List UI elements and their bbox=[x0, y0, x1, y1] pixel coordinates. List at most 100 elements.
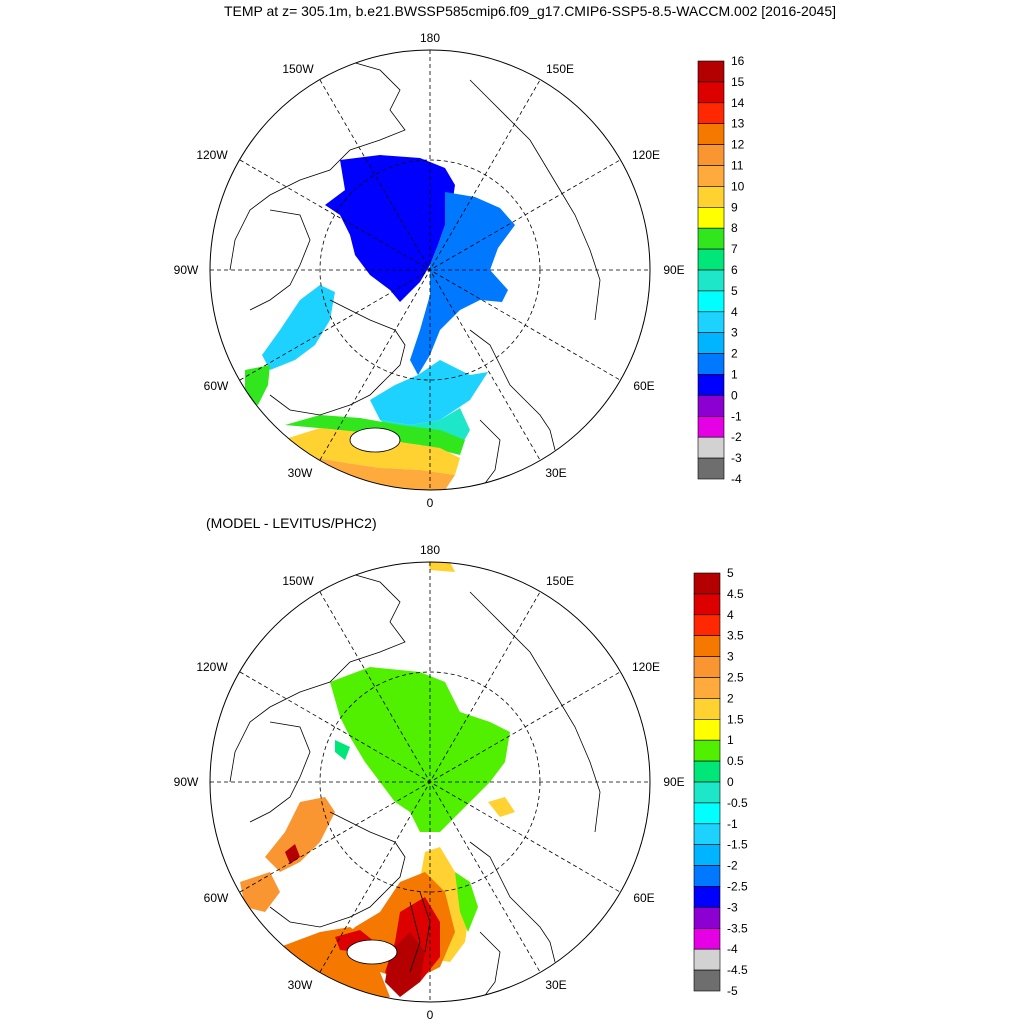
top-colorbar-swatch bbox=[697, 102, 725, 124]
lon-label-60e: 60E bbox=[633, 379, 654, 393]
top-colorbar-swatch bbox=[697, 144, 725, 166]
bottom-colorbar-tick-label: -4 bbox=[727, 942, 738, 956]
lon-label-0: 0 bbox=[427, 1008, 434, 1022]
bottom-colorbar-tick-label: 4 bbox=[727, 608, 734, 622]
bottom-colorbar-swatch bbox=[693, 781, 721, 804]
lon-label-0: 0 bbox=[427, 496, 434, 510]
bottom-colorbar-swatch bbox=[693, 677, 721, 699]
diff-field-yellow-patch-east bbox=[488, 797, 515, 817]
lon-label-120e: 120E bbox=[632, 660, 660, 674]
lon-label-30w: 30W bbox=[288, 466, 313, 480]
top-colorbar-swatch bbox=[697, 290, 725, 313]
top-colorbar-tick-label: 14 bbox=[731, 96, 745, 110]
bottom-colorbar: 5 4.5 4 3.5 3 2.5 2 1.5 1 0.5 0 -0.5 -1 -1.5 -2 -2.5 -3 -… bbox=[693, 567, 748, 998]
bottom-colorbar-tick-label: -0.5 bbox=[727, 796, 748, 810]
top-colorbar-swatch bbox=[697, 415, 725, 438]
map-boundary-bottom bbox=[209, 561, 651, 1003]
diff-field-0.5-1 bbox=[330, 667, 510, 832]
bottom-colorbar-swatch bbox=[693, 844, 721, 866]
bottom-colorbar-tick-label: -1.5 bbox=[727, 838, 748, 852]
top-colorbar-tick-label: 5 bbox=[731, 284, 738, 298]
lon-label-90e: 90E bbox=[663, 775, 684, 789]
bottom-colorbar-tick-label: 2 bbox=[727, 691, 734, 705]
top-colorbar-swatch bbox=[697, 269, 725, 292]
bottom-colorbar-tick-label: 1 bbox=[727, 733, 734, 747]
lon-label-30e: 30E bbox=[545, 978, 566, 992]
diff-field-green-strip bbox=[455, 872, 478, 932]
lon-label-180: 180 bbox=[420, 31, 440, 45]
top-colorbar-tick-label: 13 bbox=[731, 117, 745, 131]
bottom-colorbar-swatch bbox=[693, 635, 721, 657]
bottom-colorbar-swatch bbox=[693, 698, 721, 720]
coastlines-bottom bbox=[229, 571, 601, 1002]
top-colorbar-tick-label: 11 bbox=[731, 159, 744, 173]
diff-field-west-orange bbox=[265, 797, 335, 872]
bottom-colorbar-swatch bbox=[693, 886, 721, 908]
lon-label-90w: 90W bbox=[174, 775, 199, 789]
field-10-11 bbox=[300, 455, 455, 490]
bottom-colorbar-tick-label: -2 bbox=[727, 859, 738, 873]
top-colorbar-swatch bbox=[697, 60, 725, 83]
top-colorbar-swatch bbox=[697, 332, 725, 354]
top-colorbar-tick-label: -2 bbox=[731, 430, 742, 444]
bottom-colorbar-tick-label: 0 bbox=[727, 775, 734, 789]
top-colorbar-tick-label: 2 bbox=[731, 347, 738, 361]
bottom-colorbar-tick-label: 4.5 bbox=[727, 587, 744, 601]
bottom-polar-map: 180 150W 150E 120W 120E 90W 90E 60W 60E … bbox=[174, 543, 685, 1022]
plot-title: TEMP at z= 305.1m, b.e21.BWSSP585cmip6.f… bbox=[223, 3, 837, 19]
top-colorbar-swatch bbox=[697, 457, 725, 480]
lon-label-60e: 60E bbox=[633, 891, 654, 905]
iceland-top bbox=[349, 427, 401, 453]
top-colorbar-tick-label: 8 bbox=[731, 221, 738, 235]
bottom-colorbar-tick-label: 5 bbox=[727, 567, 734, 580]
field-1-2 bbox=[410, 192, 515, 375]
top-colorbar-tick-label: -1 bbox=[731, 409, 742, 423]
lon-label-150e: 150E bbox=[546, 574, 574, 588]
top-colorbar-swatch bbox=[697, 123, 725, 145]
top-colorbar-swatch bbox=[697, 395, 725, 417]
field-3-4-west bbox=[262, 285, 335, 370]
top-colorbar-swatch bbox=[697, 353, 725, 375]
top-colorbar-swatch bbox=[697, 81, 725, 104]
bottom-colorbar-tick-label: -4.5 bbox=[727, 963, 748, 977]
bottom-colorbar-swatch bbox=[693, 739, 721, 762]
iceland-bottom bbox=[346, 939, 398, 965]
top-polar-map: 180 150W 150E 120W 120E 90W 90E 60W 60E … bbox=[174, 31, 685, 510]
difference-subtitle: (MODEL - LEVITUS/PHC2) bbox=[206, 515, 377, 531]
top-colorbar-tick-label: 16 bbox=[731, 55, 745, 68]
coastlines-top bbox=[229, 59, 601, 490]
top-colorbar-swatch bbox=[697, 186, 725, 208]
top-colorbar-tick-label: 15 bbox=[731, 75, 745, 89]
top-colorbar-tick-label: 12 bbox=[731, 138, 745, 152]
bottom-colorbar-tick-label: 1.5 bbox=[727, 712, 744, 726]
lon-label-120e: 120E bbox=[632, 148, 660, 162]
bottom-colorbar-swatch bbox=[693, 572, 721, 595]
top-colorbar-swatch bbox=[697, 207, 725, 229]
lon-label-150w: 150W bbox=[282, 62, 314, 76]
diff-field-0-0.5 bbox=[335, 740, 350, 760]
top-colorbar-swatch bbox=[697, 248, 725, 271]
top-colorbar-tick-label: 4 bbox=[731, 305, 738, 319]
bottom-colorbar-swatch bbox=[693, 865, 721, 887]
bottom-colorbar-tick-label: -3 bbox=[727, 900, 738, 914]
top-colorbar-swatch bbox=[697, 165, 725, 187]
bottom-colorbar-swatch bbox=[693, 802, 721, 825]
lon-label-30e: 30E bbox=[545, 466, 566, 480]
graticule-top bbox=[210, 50, 650, 490]
bottom-colorbar-tick-label: 3.5 bbox=[727, 629, 744, 643]
top-colorbar-tick-label: -4 bbox=[731, 472, 742, 486]
graticule-bottom bbox=[210, 562, 650, 1002]
bottom-colorbar-tick-label: 3 bbox=[727, 650, 734, 664]
bottom-colorbar-swatch bbox=[693, 948, 721, 971]
bottom-colorbar-swatch bbox=[693, 760, 721, 783]
top-colorbar-tick-label: -3 bbox=[731, 451, 742, 465]
bottom-colorbar-swatch bbox=[693, 593, 721, 616]
lon-label-120w: 120W bbox=[196, 148, 228, 162]
lon-label-150e: 150E bbox=[546, 62, 574, 76]
lon-label-60w: 60W bbox=[204, 379, 229, 393]
lon-label-90w: 90W bbox=[174, 263, 199, 277]
bottom-colorbar-swatch bbox=[693, 969, 721, 992]
map-boundary-top bbox=[209, 49, 651, 491]
top-colorbar-tick-label: 10 bbox=[731, 179, 745, 193]
